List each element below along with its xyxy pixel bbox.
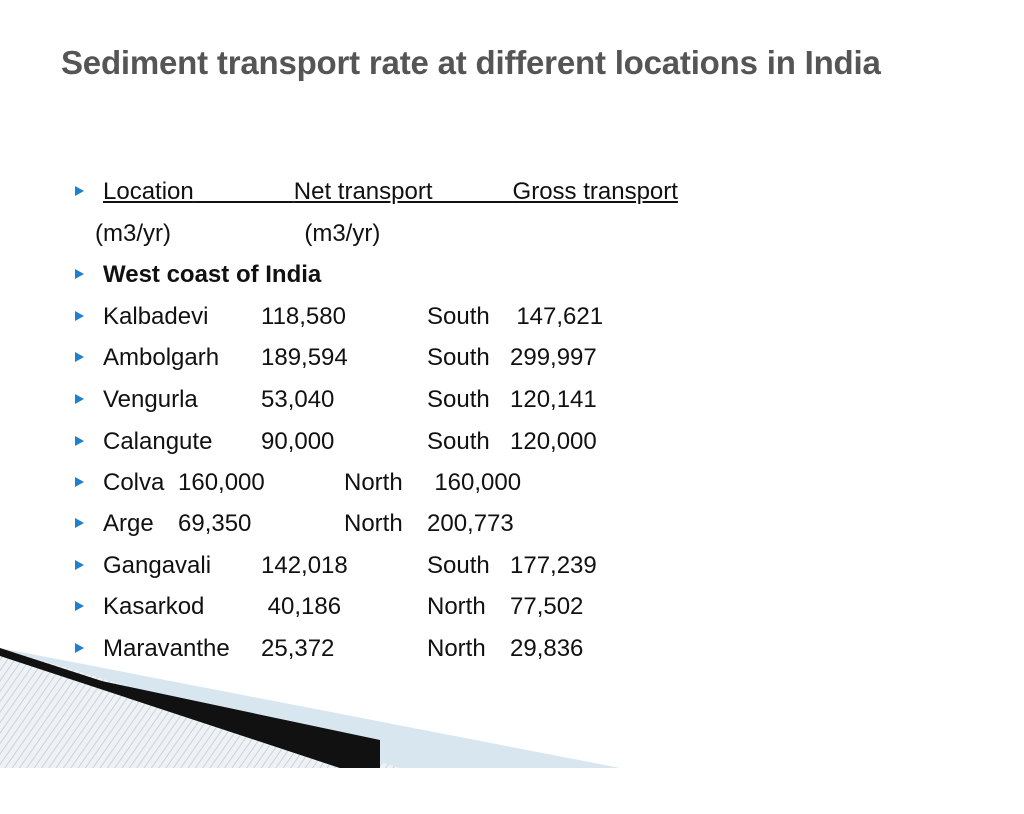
dark-band-lower xyxy=(40,668,380,768)
header-gap xyxy=(433,178,513,205)
table-row: Kasarkod 40,186 North 77,502 xyxy=(103,592,583,622)
row-gross: 200,773 xyxy=(427,510,514,537)
row-net: 160,000 xyxy=(178,469,265,496)
row-location: Calangute xyxy=(103,428,213,455)
table-row: Calangute 90,000 South 120,000 xyxy=(103,427,597,457)
row-gross: 160,000 xyxy=(421,469,522,496)
content-list: Location Net transport Gross transport (… xyxy=(75,177,678,664)
row-location: Colva xyxy=(103,469,165,496)
bullet-icon xyxy=(75,269,84,279)
table-row: Arge 69,350 North 200,773 xyxy=(103,509,514,539)
table-row: Ambolgarh 189,594 South 299,997 xyxy=(103,343,597,373)
table-row: Vengurla 53,040 South 120,141 xyxy=(103,385,597,415)
row-gross: 120,141 xyxy=(510,386,597,413)
bullet-icon xyxy=(75,436,84,446)
row-direction: South xyxy=(427,386,490,413)
row-net: 40,186 xyxy=(261,593,342,620)
row-gross: 299,997 xyxy=(510,344,597,371)
bullet-icon xyxy=(75,394,84,404)
row-direction: South xyxy=(427,303,490,330)
row-gross: 147,621 xyxy=(503,303,604,330)
row-location: Vengurla xyxy=(103,386,198,413)
bullet-icon xyxy=(75,560,84,570)
table-header: Location Net transport Gross transport xyxy=(103,177,678,207)
row-location: Ambolgarh xyxy=(103,344,220,371)
row-location: Gangavali xyxy=(103,552,212,579)
row-net: 53,040 xyxy=(261,386,335,413)
section-heading: West coast of India xyxy=(103,261,322,288)
row-direction: North xyxy=(427,635,486,662)
row-direction: South xyxy=(427,428,490,455)
bullet-icon xyxy=(75,477,84,487)
units-line: (m3/yr) (m3/yr) xyxy=(95,220,381,247)
row-net: 25,372 xyxy=(261,635,335,662)
row-net: 118,580 xyxy=(261,303,346,330)
row-direction: North xyxy=(427,593,486,620)
light-band xyxy=(0,648,620,768)
header-gross: Gross transport xyxy=(512,178,678,205)
row-direction: South xyxy=(427,344,490,371)
header-gap xyxy=(194,178,294,205)
header-net: Net transport xyxy=(293,178,433,205)
bullet-icon xyxy=(75,352,84,362)
bullet-icon xyxy=(75,311,84,321)
corner-decoration xyxy=(0,648,620,768)
row-location: Maravanthe xyxy=(103,635,230,662)
row-direction: North xyxy=(344,510,403,537)
header-location: Location xyxy=(103,178,194,205)
row-location: Arge xyxy=(103,510,154,537)
row-direction: North xyxy=(344,469,403,496)
row-gross: 29,836 xyxy=(510,635,584,662)
row-net: 189,594 xyxy=(261,344,348,371)
table-row: Maravanthe 25,372 North 29,836 xyxy=(103,634,583,664)
row-location: Kalbadevi xyxy=(103,303,209,330)
row-net: 69,350 xyxy=(178,510,252,537)
bullet-icon xyxy=(75,186,84,196)
bullet-icon xyxy=(75,518,84,528)
table-row: Gangavali 142,018 South 177,239 xyxy=(103,551,597,581)
row-direction: South xyxy=(427,552,490,579)
row-gross: 177,239 xyxy=(510,552,597,579)
bullet-icon xyxy=(75,601,84,611)
row-net: 90,000 xyxy=(261,428,335,455)
row-gross: 120,000 xyxy=(510,428,597,455)
bullet-icon xyxy=(75,643,84,653)
slide-title: Sediment transport rate at different loc… xyxy=(61,44,881,81)
row-location: Kasarkod xyxy=(103,593,205,620)
row-gross: 77,502 xyxy=(510,593,584,620)
row-net: 142,018 xyxy=(261,552,348,579)
table-row: Kalbadevi 118,580 South 147,621 xyxy=(103,302,603,332)
table-row: Colva 160,000 North 160,000 xyxy=(103,468,521,498)
